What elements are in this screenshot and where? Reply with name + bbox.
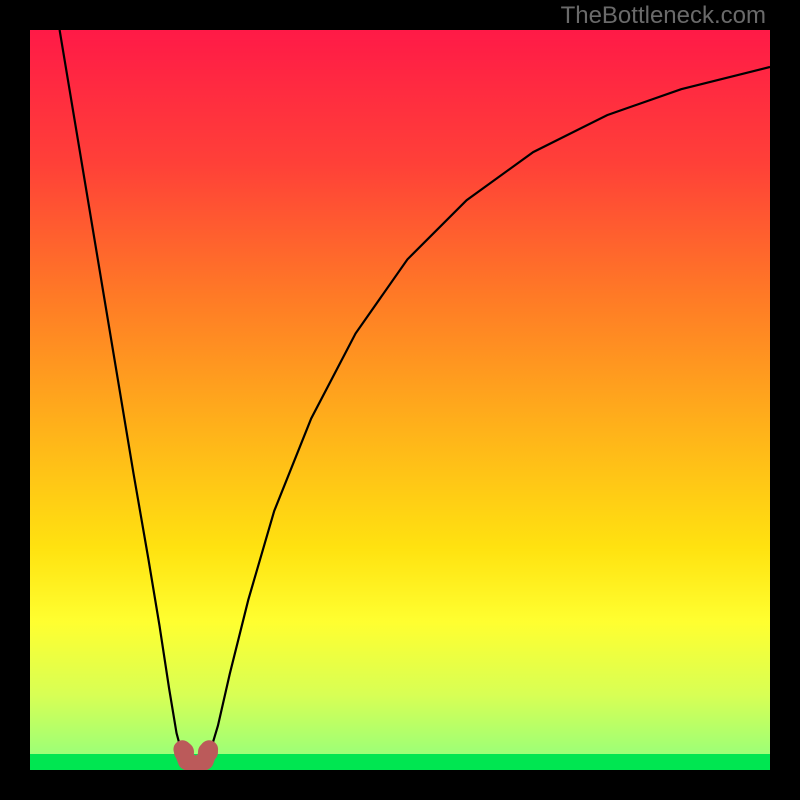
bottleneck-curve [30, 30, 770, 770]
plot-area [30, 30, 770, 770]
chart-frame: TheBottleneck.com [0, 0, 800, 800]
sweet-spot-markers [30, 30, 770, 770]
watermark-text: TheBottleneck.com [561, 2, 766, 30]
green-strip [30, 754, 770, 770]
